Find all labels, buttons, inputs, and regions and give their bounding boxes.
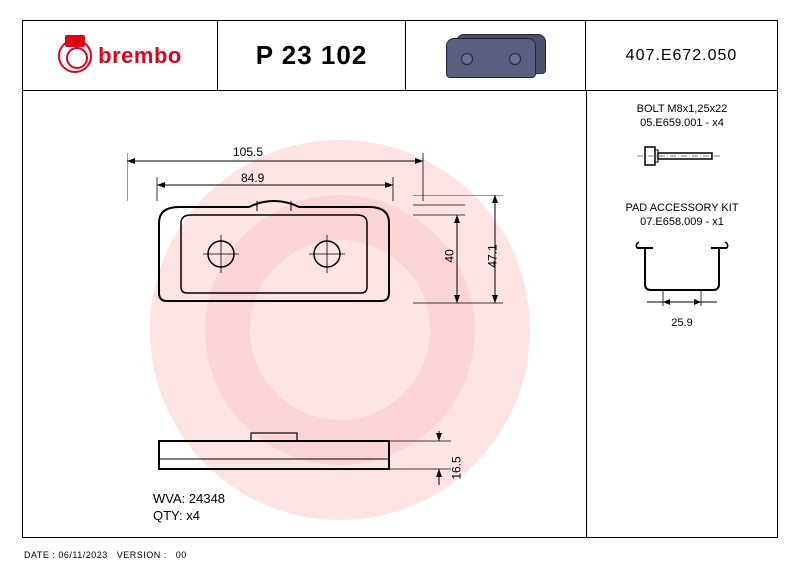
pad-side-drawing-icon: [151, 431, 451, 491]
brembo-logo-icon: [58, 39, 92, 73]
product-thumbnail-cell: [406, 21, 586, 90]
version-value: 00: [176, 550, 187, 560]
version-label: VERSION :: [117, 550, 167, 560]
dim-lines-top-icon: [127, 153, 427, 201]
meta-footer: DATE : 06/11/2023 VERSION : 00: [24, 550, 187, 560]
bolt-block: BOLT M8x1,25x22 05.E659.001 - x4: [597, 103, 767, 174]
footer-info: WVA: 24348 QTY: x4: [153, 491, 225, 525]
wva-label: WVA:: [153, 491, 185, 506]
dim-height-outer: 47.1: [486, 244, 500, 267]
dim-lines-right-icon: [413, 195, 523, 325]
wva-value: 24348: [189, 491, 225, 506]
dim-height-inner: 40: [443, 249, 457, 262]
part-number: P 23 102: [218, 21, 406, 90]
header-row: brembo P 23 102 407.E672.050: [23, 21, 777, 91]
side-panel: BOLT M8x1,25x22 05.E659.001 - x4 PAD ACC…: [587, 91, 777, 537]
accessory-ref: 07.E658.009 - x1: [597, 216, 767, 228]
main-drawing-area: 105.5 84.9: [23, 91, 587, 537]
brake-pad-photo-icon: [446, 34, 546, 78]
accessory-clip-icon: [617, 240, 747, 310]
pad-front-drawing-icon: [151, 199, 397, 309]
date-label: DATE :: [24, 550, 55, 560]
bolt-icon: [627, 141, 737, 171]
qty-label: QTY:: [153, 508, 183, 523]
accessory-title: PAD ACCESSORY KIT: [597, 202, 767, 214]
dim-width-outer: 105.5: [233, 145, 263, 159]
accessory-width: 25.9: [597, 317, 767, 329]
date-value: 06/11/2023: [58, 550, 107, 560]
bolt-title: BOLT M8x1,25x22: [597, 103, 767, 115]
reference-number: 407.E672.050: [586, 21, 777, 90]
qty-value: x4: [186, 508, 200, 523]
bolt-ref: 05.E659.001 - x4: [597, 117, 767, 129]
brand-cell: brembo: [23, 21, 218, 90]
brand-name: brembo: [98, 43, 182, 69]
accessory-block: PAD ACCESSORY KIT 07.E658.009 - x1 25.9: [597, 202, 767, 329]
dim-thickness: 16.5: [450, 456, 464, 479]
body-row: 105.5 84.9: [23, 91, 777, 537]
dim-width-inner: 84.9: [241, 171, 264, 185]
datasheet-frame: brembo P 23 102 407.E672.050: [22, 20, 778, 538]
